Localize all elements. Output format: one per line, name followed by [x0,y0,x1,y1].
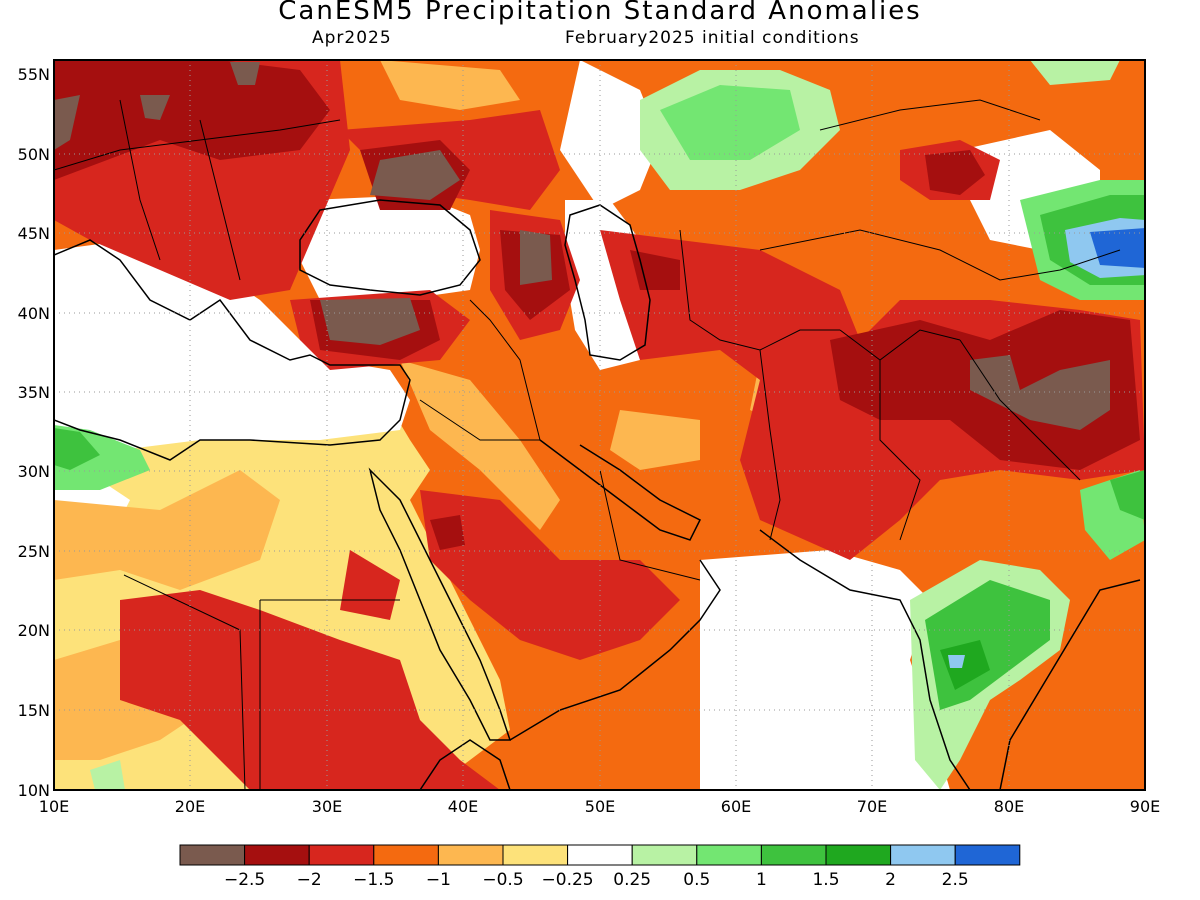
colorbar-label: −0.5 [482,870,523,890]
region-white-blacksea [300,195,480,300]
region-brown-turkey [320,298,420,345]
anomaly-field [54,60,1145,790]
lat-label: 10N [18,781,50,800]
colorbar-swatch [502,844,569,866]
region-red-africa-e [340,550,400,620]
lat-label: 15N [18,701,50,720]
lat-label: 45N [18,224,50,243]
region-brown-baltic [230,62,260,85]
region-yellow-iran [610,410,700,470]
lat-label: 25N [18,542,50,561]
colorbar-swatch [631,844,698,866]
coast-india [759,529,1141,790]
colorbar: −2.5 −2 −1.5 −1 −0.5 −0.25 0.25 0.5 1 1.5 2 2.5 [179,844,1021,890]
colorbar-label: −0.25 [542,870,594,890]
region-red-arabia [420,490,680,660]
lon-axis: 10E 20E 30E 40E 50E 60E 70E 80E 90E [39,797,1160,816]
colorbar-swatch [760,844,827,866]
map-frame [53,59,1146,791]
coast-caspian [564,204,651,361]
region-blue-india [948,655,965,668]
chart-title: CanESM5 Precipitation Standard Anomalies [278,0,922,26]
lon-label: 30E [312,797,342,816]
gridlines [54,60,1145,790]
colorbar-label: 1.5 [812,870,839,890]
region-green-ne [1030,60,1120,85]
colorbar-label: −2 [297,870,322,890]
colorbar-label: 2.5 [942,870,969,890]
colorbar-label: −1 [426,870,451,890]
colorbar-swatch [954,844,1021,866]
region-darkred-iran [630,250,680,290]
colorbar-label: 0.25 [613,870,651,890]
lat-label: 40N [18,304,50,323]
colorbar-label: 1 [756,870,767,890]
lon-label: 70E [857,797,887,816]
lat-label: 30N [18,462,50,481]
coast-redsea [368,467,512,741]
colorbar-label: −2.5 [224,870,265,890]
lat-label: 50N [18,145,50,164]
colorbar-label: −1.5 [353,870,394,890]
colorbar-swatch [437,844,504,866]
lon-label: 40E [448,797,478,816]
coast-persian-gulf [539,439,702,541]
lon-label: 90E [1130,797,1160,816]
colorbar-swatch [308,844,375,866]
region-red-africa [120,590,500,790]
region-yellow-africa [54,470,280,590]
region-blue-china-dark [1090,228,1145,268]
lat-label: 55N [18,65,50,84]
lat-label: 20N [18,621,50,640]
region-brown-caucasus [520,230,552,285]
lat-axis: 55N 50N 45N 40N 35N 30N 25N 20N 15N 10N [18,65,50,800]
region-darkred-kazakh [925,150,985,195]
coastlines [54,199,1141,790]
region-brown-ukraine [370,150,460,200]
lon-label: 10E [39,797,69,816]
borders [54,99,1121,790]
lon-label: 80E [994,797,1024,816]
colorbar-swatch [890,844,956,866]
lat-label: 35N [18,383,50,402]
colorbar-swatch [373,844,439,866]
valid-month: Apr2025 [312,28,392,48]
colorbar-label: 2 [885,870,896,890]
colorbar-swatch [179,844,246,866]
region-brown-poland [140,95,170,120]
lon-label: 60E [721,797,751,816]
region-white-india [700,550,950,790]
region-green-siberia-mid [660,85,800,160]
colorbar-swatch [825,844,892,866]
region-yellow-europe-n [380,60,520,110]
lon-label: 50E [585,797,615,816]
colorbar-swatch [567,844,633,866]
colorbar-swatch [696,844,762,866]
coast-blacksea [299,199,481,296]
colorbar-label: 0.5 [683,870,710,890]
region-green-africa-s [90,760,125,790]
coast-africa-horn [419,739,511,790]
lon-label: 20E [175,797,205,816]
region-darkred-arabia [430,515,465,550]
region-white-mediterranean [54,240,410,450]
colorbar-swatch [244,844,310,866]
region-brown-europe [54,95,80,150]
coast-mediterranean [54,239,411,461]
region-green-india-dark [940,640,990,690]
region-white-north [560,60,660,210]
region-yellow-arabia [400,360,560,530]
region-green-bengal-dark [1110,470,1145,520]
initial-conditions: February2025 initial conditions [565,28,860,48]
region-green-africa-nw-dark [54,428,100,470]
